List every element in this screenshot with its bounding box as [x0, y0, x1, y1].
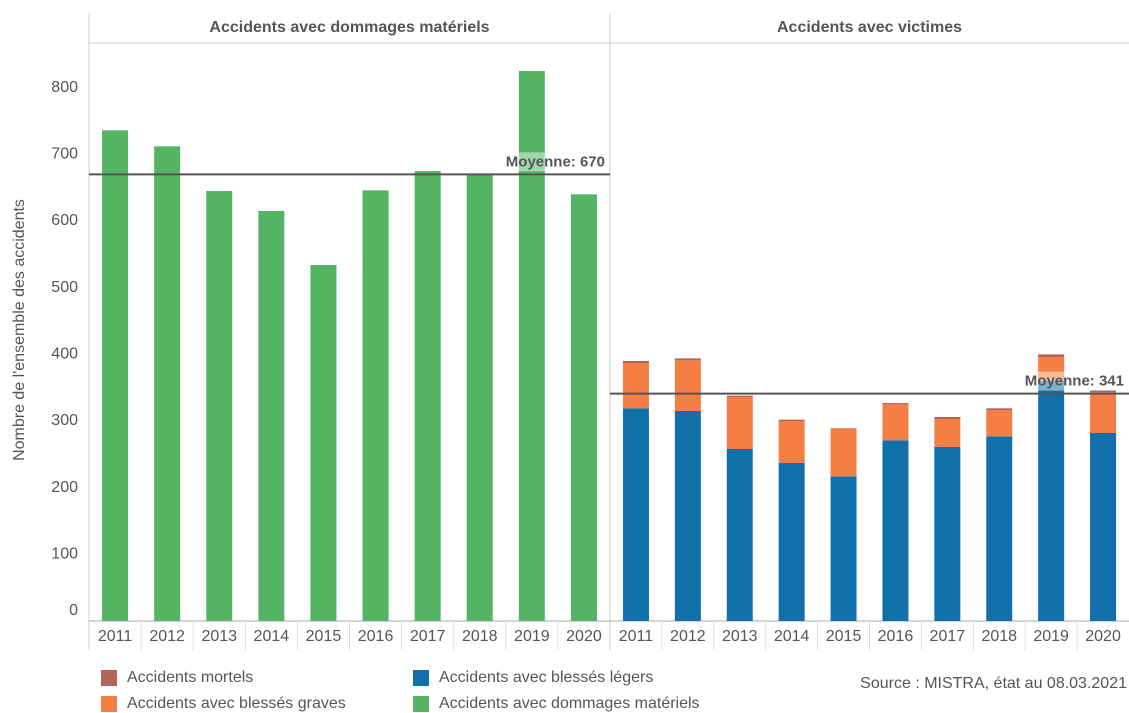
bar: [1038, 357, 1065, 381]
bar: [414, 171, 441, 621]
legend-swatch: [413, 670, 429, 686]
bar: [258, 211, 285, 621]
x-tick-label: 2017: [930, 628, 966, 645]
y-tick-label: 600: [51, 212, 78, 229]
x-tick-label: 2018: [462, 628, 498, 645]
bar: [934, 419, 961, 447]
bar: [726, 395, 753, 397]
x-tick-label: 2015: [826, 628, 862, 645]
bar: [882, 404, 909, 441]
y-tick-label: 0: [69, 602, 78, 619]
bar: [830, 476, 857, 621]
bar: [986, 408, 1013, 411]
source: Source : MISTRA, état au 08.03.2021: [860, 675, 1127, 692]
y-tick-label: 300: [51, 412, 78, 429]
x-tick-label: 2016: [358, 628, 394, 645]
bar: [1038, 354, 1065, 357]
x-tick-label: 2012: [149, 628, 185, 645]
x-tick-label: 2019: [514, 628, 550, 645]
bar: [778, 419, 805, 421]
x-tick-label: 2018: [981, 628, 1017, 645]
x-tick-label: 2020: [1085, 628, 1121, 645]
x-tick-label: 2014: [254, 628, 290, 645]
x-tick-label: 2020: [566, 628, 602, 645]
y-tick-label: 400: [51, 346, 78, 363]
y-tick-label: 500: [51, 279, 78, 296]
bar: [362, 190, 389, 622]
bar: [674, 358, 701, 361]
bar: [674, 360, 701, 411]
bar: [102, 130, 129, 622]
mean-label: Moyenne: 341: [1025, 373, 1124, 390]
legend-label: Accidents avec blessés légers: [439, 669, 653, 686]
bar: [830, 428, 857, 429]
y-axis-label: Nombre de l'ensemble des accidents: [11, 199, 28, 461]
bar: [674, 411, 701, 621]
x-tick-label: 2014: [774, 628, 810, 645]
x-tick-label: 2013: [201, 628, 237, 645]
bar: [986, 410, 1013, 437]
x-tick-label: 2015: [306, 628, 342, 645]
panel-title: Accidents avec victimes: [777, 19, 962, 36]
bar: [1038, 381, 1065, 621]
legend-label: Accidents mortels: [127, 669, 253, 686]
panel-title: Accidents avec dommages matériels: [209, 19, 489, 36]
y-tick-label: 800: [51, 79, 78, 96]
legend-swatch: [101, 696, 117, 712]
bar: [206, 191, 233, 621]
x-tick-label: 2011: [619, 628, 654, 645]
bar: [518, 71, 545, 621]
bar: [882, 403, 909, 405]
x-tick-label: 2013: [722, 628, 758, 645]
bar: [466, 175, 493, 621]
x-tick-label: 2011: [98, 628, 133, 645]
bar: [726, 397, 753, 449]
bar: [570, 194, 597, 622]
legend-label: Accidents avec blessés graves: [127, 695, 346, 712]
x-tick-label: 2012: [670, 628, 706, 645]
bar: [882, 440, 909, 621]
label-background: [502, 152, 608, 172]
bar: [934, 447, 961, 621]
bar: [622, 363, 649, 409]
y-tick-label: 700: [51, 146, 78, 163]
bar: [986, 436, 1013, 621]
bar: [726, 449, 753, 621]
x-tick-label: 2016: [878, 628, 914, 645]
y-tick-label: 100: [51, 546, 78, 563]
bar: [1090, 392, 1117, 433]
legend-swatch: [101, 670, 117, 686]
mean-label: Moyenne: 670: [506, 153, 605, 170]
bar: [1090, 390, 1117, 393]
bar: [778, 463, 805, 621]
legend-label: Accidents avec dommages matériels: [439, 695, 700, 712]
label-background: [1021, 371, 1127, 391]
legend-swatch: [413, 696, 429, 712]
x-tick-label: 2017: [410, 628, 446, 645]
x-tick-label: 2019: [1033, 628, 1069, 645]
y-tick-label: 200: [51, 479, 78, 496]
bar: [154, 146, 181, 622]
bar: [622, 408, 649, 621]
bar: [830, 429, 857, 477]
bar: [778, 421, 805, 463]
bar: [1090, 433, 1117, 621]
bar: [310, 265, 337, 621]
bar: [934, 417, 961, 419]
bar: [622, 361, 649, 363]
